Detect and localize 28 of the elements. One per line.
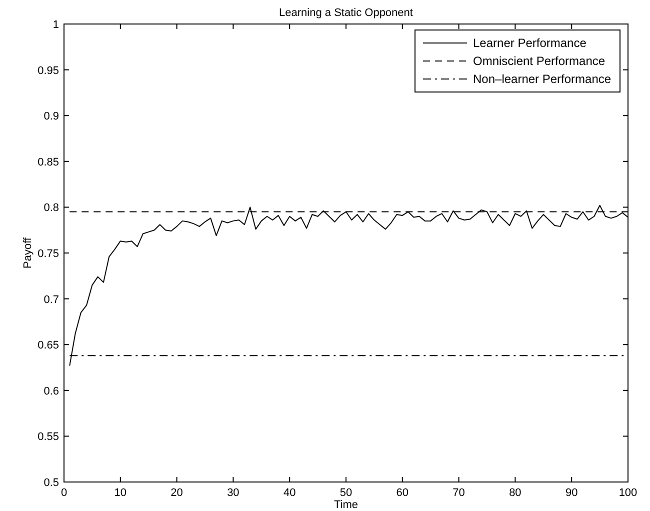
y-tick-label: 0.5 bbox=[44, 477, 59, 489]
x-tick-label: 0 bbox=[60, 487, 68, 499]
y-tick-label: 0.7 bbox=[44, 294, 59, 306]
legend-label: Learner Performance bbox=[473, 36, 587, 50]
x-tick-label: 30 bbox=[227, 487, 240, 499]
y-tick-label: 0.75 bbox=[38, 248, 59, 260]
x-tick-label: 50 bbox=[340, 487, 352, 499]
y-tick-label: 0.85 bbox=[38, 156, 59, 168]
x-tick-label: 60 bbox=[396, 487, 409, 499]
y-tick-label: 0.6 bbox=[44, 385, 59, 398]
legend-label: Omniscient Performance bbox=[473, 54, 606, 68]
x-axis-title: Time bbox=[334, 499, 358, 511]
x-tick-label: 80 bbox=[509, 487, 522, 499]
x-tick-label: 20 bbox=[170, 487, 183, 499]
y-tick-label: 0.55 bbox=[38, 431, 59, 444]
y-tick-label: 0.65 bbox=[38, 340, 59, 352]
y-tick-label: 0.8 bbox=[44, 202, 59, 214]
x-tick-label: 40 bbox=[283, 487, 296, 499]
x-tick-label: 90 bbox=[565, 487, 578, 499]
y-tick-label: 0.95 bbox=[38, 64, 59, 77]
chart-title: Learning a Static Opponent bbox=[279, 7, 413, 19]
legend-label: Non–learner Performance bbox=[473, 72, 612, 86]
x-tick-label: 10 bbox=[114, 487, 127, 499]
y-tick-label: 1 bbox=[52, 19, 59, 31]
y-axis-title: Payoff bbox=[22, 236, 34, 268]
x-tick-label: 100 bbox=[618, 487, 638, 499]
x-tick-label: 70 bbox=[452, 487, 465, 499]
y-tick-label: 0.9 bbox=[44, 110, 59, 123]
